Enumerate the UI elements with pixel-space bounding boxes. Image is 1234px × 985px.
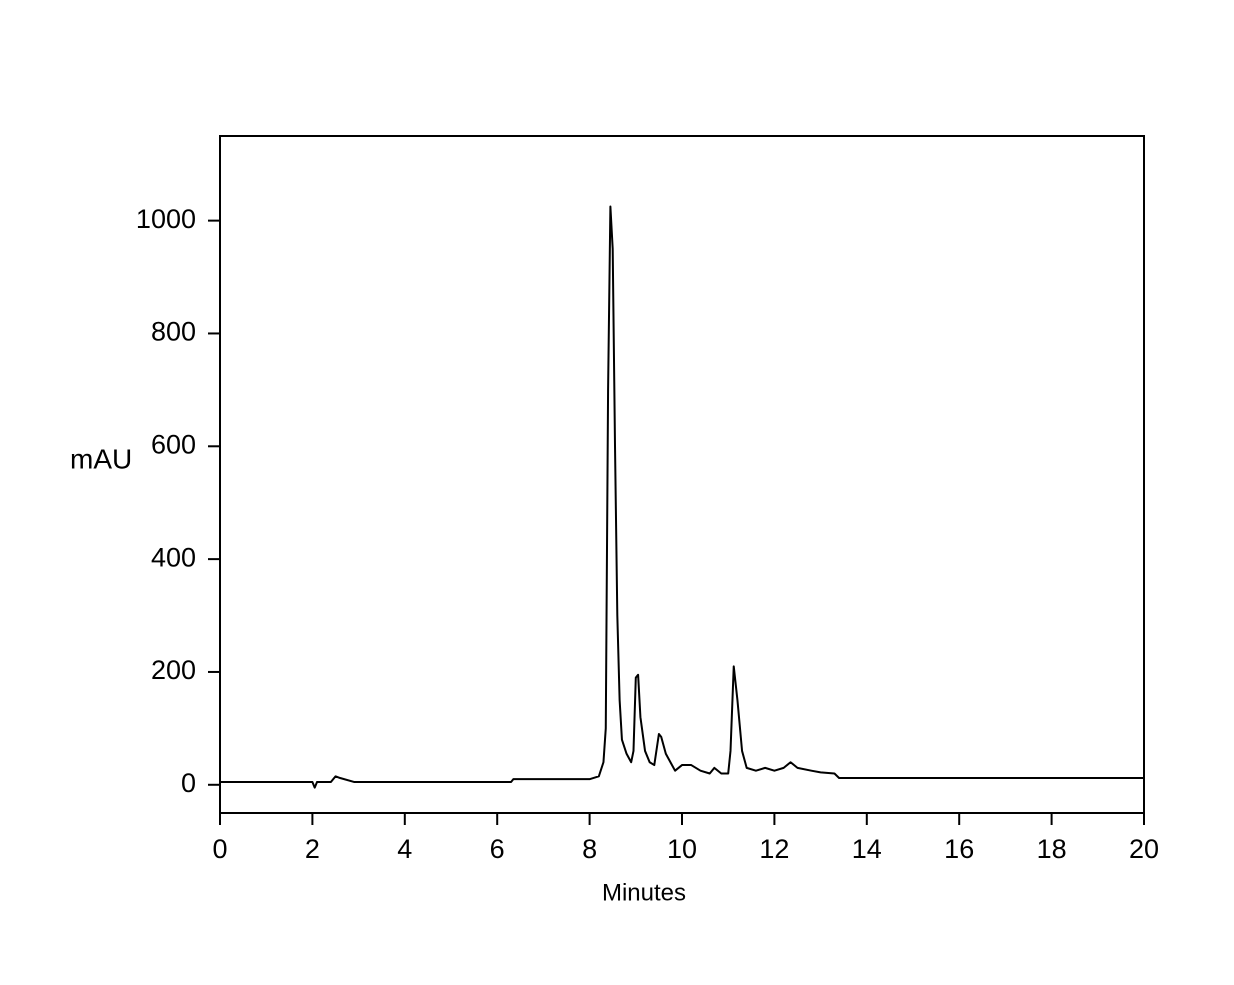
y-tick-label: 600 (151, 429, 196, 459)
x-tick-label: 6 (490, 834, 505, 864)
y-tick-label: 400 (151, 542, 196, 572)
y-tick-label: 800 (151, 317, 196, 347)
x-tick-label: 2 (305, 834, 320, 864)
y-tick-label: 200 (151, 655, 196, 685)
x-tick-label: 14 (852, 834, 882, 864)
y-tick-label: 0 (181, 768, 196, 798)
y-tick-label: 1000 (136, 204, 196, 234)
x-axis-label: Minutes (602, 879, 686, 906)
x-tick-label: 18 (1037, 834, 1067, 864)
x-tick-label: 8 (582, 834, 597, 864)
x-tick-label: 4 (397, 834, 412, 864)
x-tick-label: 12 (759, 834, 789, 864)
trace-line (220, 205, 1144, 789)
x-tick-label: 16 (944, 834, 974, 864)
x-tick-label: 0 (212, 834, 227, 864)
plot-frame (219, 135, 1145, 814)
x-tick-label: 20 (1129, 834, 1159, 864)
x-tick-label: 10 (667, 834, 697, 864)
y-axis-label: mAU (70, 443, 132, 474)
